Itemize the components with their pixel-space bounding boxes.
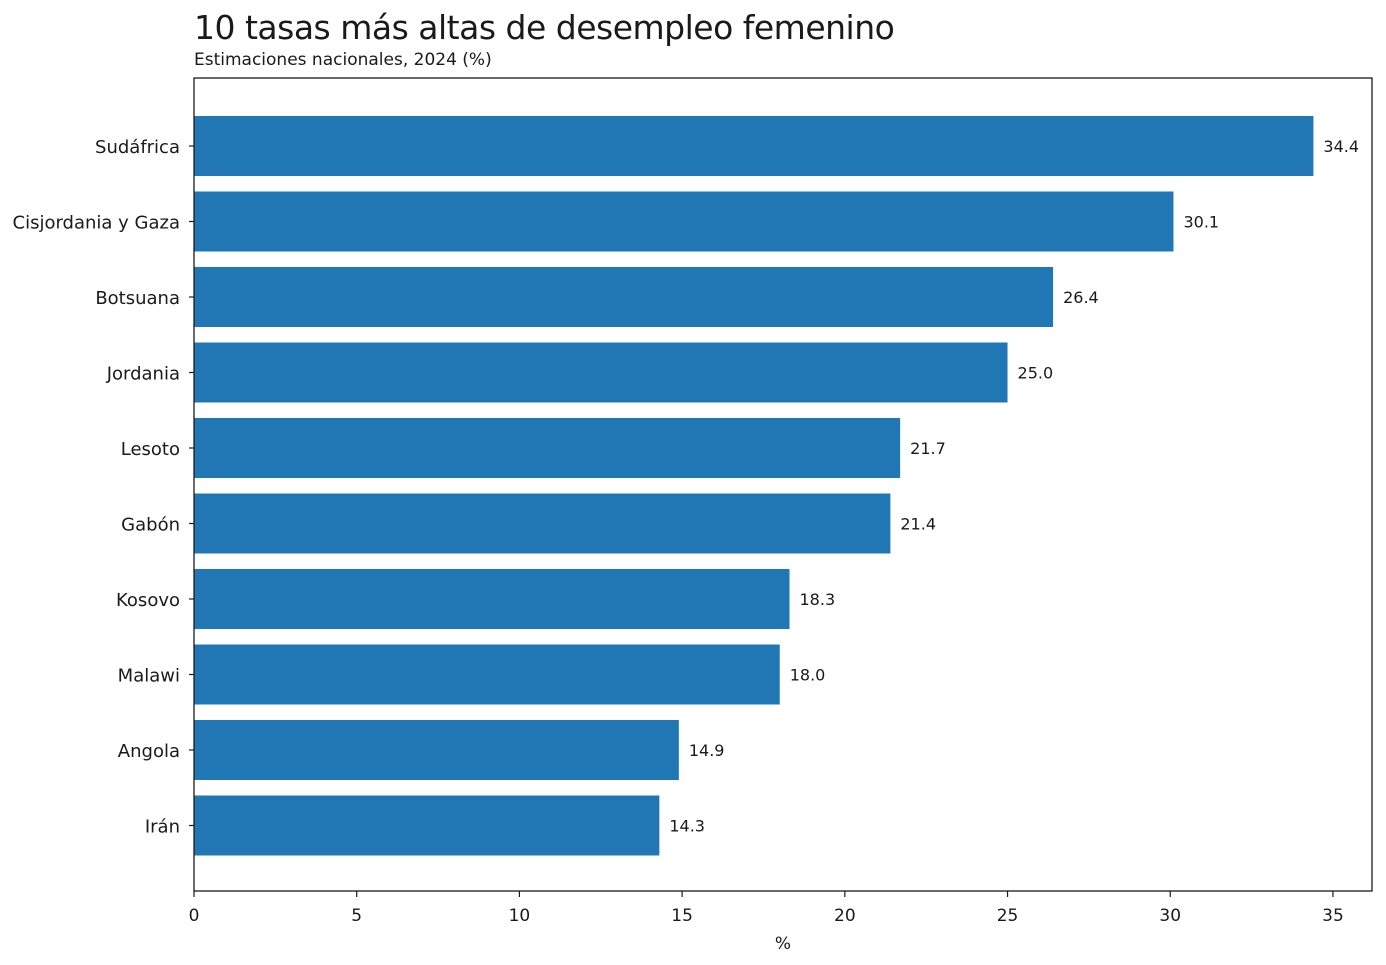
x-tick-label: 35 [1322,906,1344,926]
y-tick-label: Cisjordania y Gaza [13,213,181,234]
bar-value-label: 14.9 [689,741,725,760]
bar-value-label: 18.3 [800,590,836,609]
bar-value-label: 21.7 [910,439,946,458]
x-tick-label: 5 [351,906,362,926]
x-tick-label: 20 [834,906,856,926]
bar [194,795,660,856]
y-tick-label: Malawi [118,666,180,687]
x-tick-label: 25 [997,906,1019,926]
bar [194,267,1054,327]
y-tick-label: Kosovo [116,590,180,611]
bar-value-label: 25.0 [1018,364,1054,383]
bar [194,116,1314,176]
y-tick-label: Irán [145,817,180,838]
bar-value-label: 30.1 [1183,213,1219,232]
bar [194,569,790,629]
x-tick-label: 15 [671,906,693,926]
x-axis-label: % [775,934,791,954]
x-tick-label: 0 [189,906,200,926]
bar [194,191,1174,252]
value-labels-group: 34.4 30.1 26.4 25.0 21.7 21.4 18.3 18.0 14.9 14.3 [669,137,1359,836]
bar-value-label: 34.4 [1323,137,1359,156]
y-tick-label: Gabón [121,515,180,536]
x-tick-label: 30 [1159,906,1181,926]
plot-frame [193,77,1373,892]
bar-value-label: 18.0 [790,666,826,685]
y-tick-label: Jordania [106,364,180,385]
bar-value-label: 26.4 [1063,288,1099,307]
bar [194,418,901,478]
bar-value-label: 21.4 [900,515,936,534]
y-tick-label: Botsuana [95,288,180,309]
y-tick-label: Sudáfrica [95,137,180,158]
x-tick-label: 10 [509,906,531,926]
y-tick-label: Lesoto [121,439,180,460]
chart-title: 10 tasas más altas de desempleo femenino [194,8,895,47]
bars-group [194,116,1314,856]
bar [194,644,780,705]
y-tick-label: Angola [118,741,180,762]
bar [194,493,891,554]
bar [194,342,1008,403]
chart-subtitle: Estimaciones nacionales, 2024 (%) [194,50,492,70]
y-axis: Sudáfrica Cisjordania y Gaza Botsuana Jorda… [13,137,194,838]
bar [194,720,679,780]
x-axis: 0 5 10 15 20 25 30 35 [189,891,1344,926]
bar-value-label: 14.3 [669,817,705,836]
